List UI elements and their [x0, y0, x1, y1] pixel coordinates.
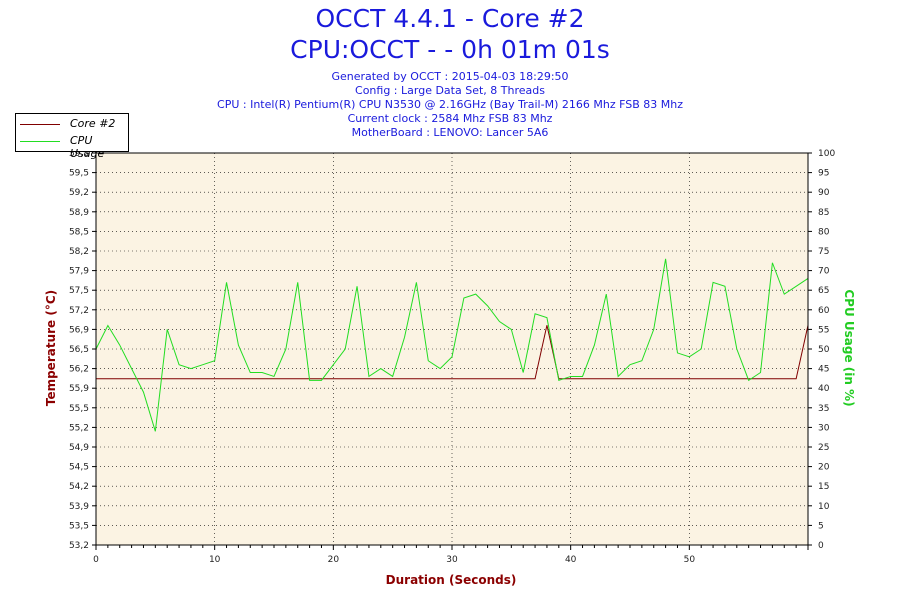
info-generated: Generated by OCCT : 2015-04-03 18:29:50 [331, 70, 569, 83]
right-tick-label: 30 [818, 423, 830, 433]
left-tick-label: 56,2 [69, 365, 89, 375]
series-line-core2 [96, 325, 809, 380]
left-tick-label: 56,5 [69, 345, 89, 355]
x-tick-label: 0 [93, 555, 99, 565]
legend-item-core2: Core #2 [16, 116, 128, 132]
right-tick-label: 35 [818, 404, 829, 414]
right-tick-label: 90 [818, 188, 830, 198]
plot-frame [95, 152, 809, 546]
x-tick-label: 20 [328, 555, 340, 565]
right-tick-label: 100 [818, 149, 835, 159]
info-cpu: CPU : Intel(R) Pentium(R) CPU N3530 @ 2.… [217, 98, 683, 111]
info-config: Config : Large Data Set, 8 Threads [355, 84, 545, 97]
right-tick-label: 50 [818, 345, 830, 355]
right-tick-label: 65 [818, 286, 829, 296]
right-tick-label: 85 [818, 208, 829, 218]
series-line-cpu-usage [95, 258, 809, 432]
legend-swatch-cpu-usage [20, 141, 60, 142]
info-motherboard: MotherBoard : LENOVO: Lancer 5A6 [351, 126, 549, 139]
left-tick-label: 58,9 [69, 208, 89, 218]
left-tick-label: 59,5 [69, 169, 89, 179]
left-tick-label: 56,9 [69, 325, 89, 335]
legend-swatch-core2 [20, 124, 60, 125]
chart-title: OCCT 4.4.1 - Core #2 [315, 4, 585, 33]
left-tick-label: 55,2 [69, 423, 89, 433]
x-tick-label: 50 [684, 555, 696, 565]
left-tick-label: 57,2 [69, 306, 89, 316]
left-tick-label: 53,9 [69, 502, 89, 512]
right-tick-label: 15 [818, 482, 829, 492]
chart-subtitle: CPU:OCCT - - 0h 01m 01s [290, 35, 610, 64]
left-tick-label: 55,9 [69, 384, 89, 394]
left-axis-ticks: 53,2 53,5 53,9 54,2 54,5 54,9 55,2 55,5 55,9 56,2… [69, 149, 96, 551]
right-tick-label: 10 [818, 502, 830, 512]
x-tick-label: 40 [565, 555, 577, 565]
left-tick-label: 53,2 [69, 541, 89, 551]
right-tick-label: 70 [818, 267, 830, 277]
left-tick-label: 57,9 [69, 267, 89, 277]
left-tick-label: 58,5 [69, 227, 89, 237]
info-clock: Current clock : 2584 Mhz FSB 83 Mhz [347, 112, 553, 125]
legend-label-core2: Core #2 [70, 117, 116, 130]
left-tick-label: 54,5 [69, 463, 89, 473]
right-tick-label: 5 [818, 521, 824, 531]
x-axis-label: Duration (Seconds) [386, 573, 517, 587]
left-axis-label: Temperature (°C) [44, 290, 58, 406]
left-tick-label: 53,5 [69, 521, 89, 531]
right-tick-label: 40 [818, 384, 830, 394]
right-tick-label: 0 [818, 541, 824, 551]
left-tick-label: 54,2 [69, 482, 89, 492]
x-tick-label: 10 [209, 555, 221, 565]
right-tick-label: 80 [818, 227, 830, 237]
x-axis-ticks: 0 10 20 30 40 50 [93, 545, 809, 565]
right-tick-label: 95 [818, 169, 829, 179]
legend: Core #2 CPU Usage [15, 113, 129, 160]
right-tick-label: 20 [818, 463, 830, 473]
left-tick-label: 59,2 [69, 188, 89, 198]
right-tick-label: 60 [818, 306, 830, 316]
right-axis-ticks: 0 5 10 15 20 25 30 35 40 45 50 55 60 65 70 75 80 85 90 95 10… [808, 149, 835, 551]
left-tick-label: 55,5 [69, 404, 89, 414]
left-tick-label: 57,5 [69, 286, 89, 296]
right-tick-label: 75 [818, 247, 829, 257]
right-tick-label: 55 [818, 325, 829, 335]
right-tick-label: 25 [818, 443, 829, 453]
left-tick-label: 58,2 [69, 247, 89, 257]
left-tick-label: 59,8 [69, 149, 89, 159]
legend-label-cpu-usage: CPU Usage [70, 134, 105, 160]
legend-item-cpu-usage: CPU Usage [16, 133, 128, 160]
right-axis-label: CPU Usage (in %) [842, 289, 856, 406]
left-tick-label: 54,9 [69, 443, 89, 453]
x-tick-label: 30 [446, 555, 458, 565]
right-tick-label: 45 [818, 365, 829, 375]
